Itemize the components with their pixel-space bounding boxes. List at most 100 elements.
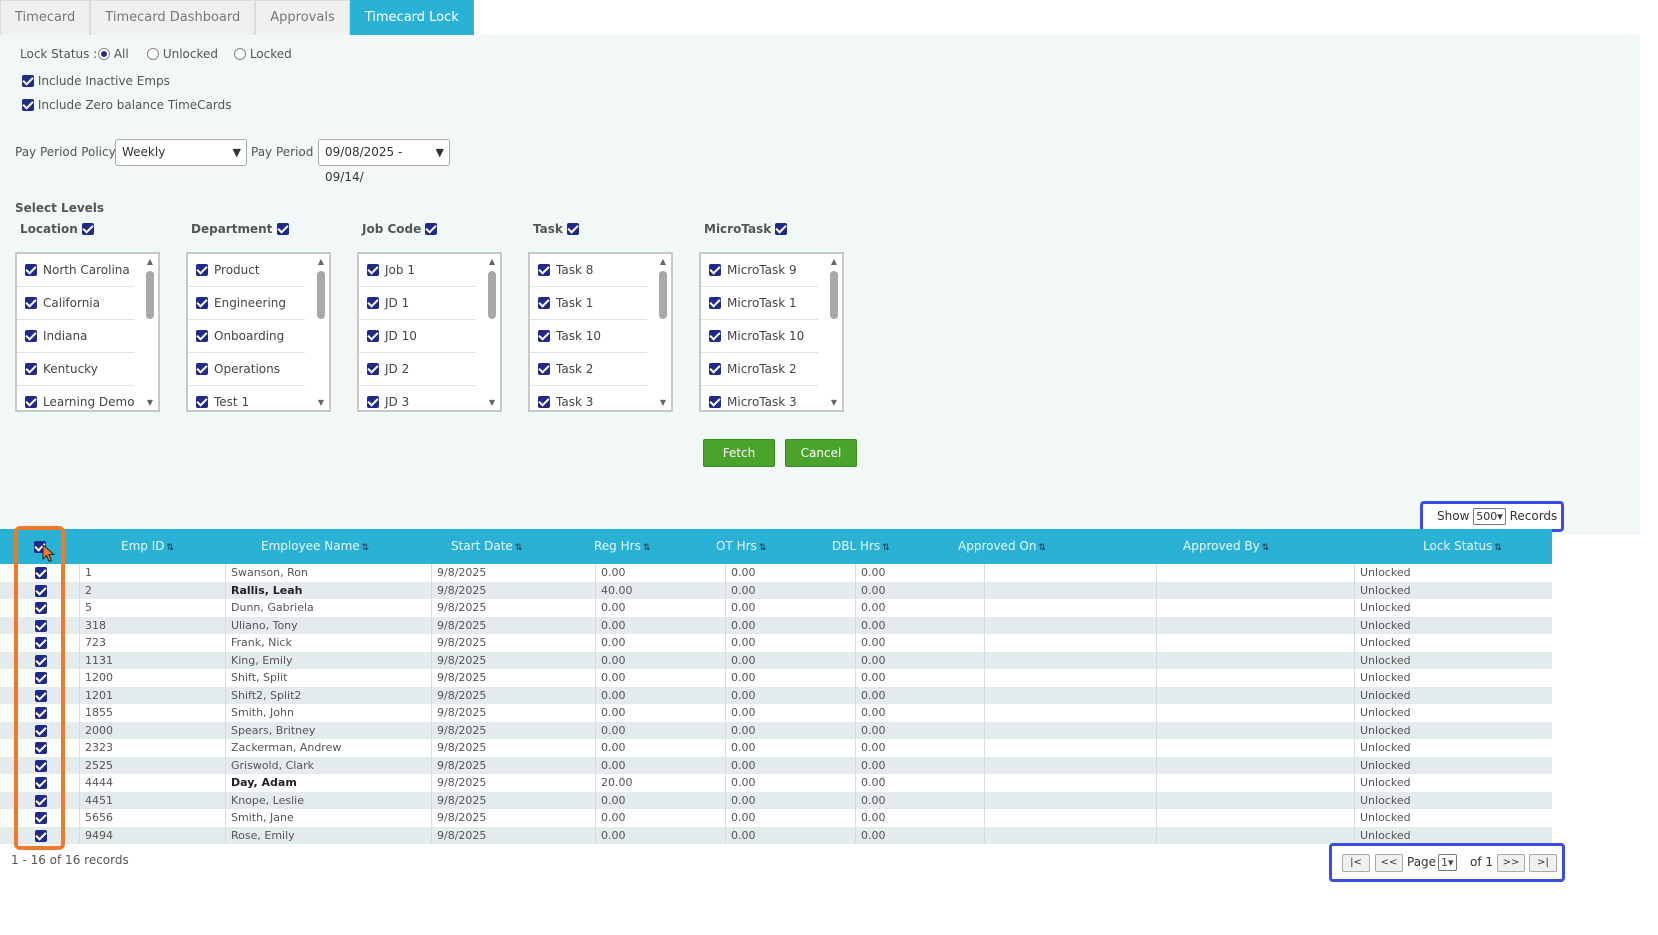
col-reg-hrs[interactable]: Reg Hrs ⇅ — [594, 529, 650, 564]
scroll-down-icon[interactable]: ▼ — [488, 398, 496, 407]
level-list-item[interactable]: Task 10 — [530, 320, 647, 353]
table-row[interactable]: 2000 Spears, Britney 9/8/2025 0.00 0.00 0.00 U… — [0, 721, 1552, 739]
level-list-item[interactable]: Onboarding — [188, 320, 305, 353]
row-checkbox-icon[interactable] — [35, 777, 47, 789]
level-list-item[interactable]: JD 10 — [359, 320, 476, 353]
sort-icon[interactable]: ⇅ — [514, 543, 523, 553]
col-dbl-hrs[interactable]: DBL Hrs ⇅ — [832, 529, 890, 564]
table-row[interactable]: 1201 Shift2, Split2 9/8/2025 0.00 0.00 0.00 Un… — [0, 686, 1552, 704]
checkbox-icon[interactable] — [22, 99, 34, 111]
include-zero-option[interactable]: Include Zero balance TimeCards — [22, 98, 232, 112]
row-checkbox-icon[interactable] — [35, 584, 47, 597]
scroll-thumb[interactable] — [659, 271, 667, 319]
level-list-item[interactable]: Job 1 — [359, 254, 476, 287]
checkbox-icon[interactable] — [538, 396, 550, 408]
checkbox-icon[interactable] — [367, 396, 379, 408]
scroll-up-icon[interactable]: ▲ — [317, 257, 325, 266]
sort-icon[interactable]: ⇅ — [1038, 543, 1046, 553]
level-title-microtask[interactable]: MicroTask — [704, 222, 788, 236]
table-row[interactable]: 5 Dunn, Gabriela 9/8/2025 0.00 0.00 0.00 Unloc… — [0, 599, 1552, 617]
checkbox-icon[interactable] — [22, 75, 34, 87]
row-checkbox-icon[interactable] — [35, 742, 47, 754]
checkbox-icon[interactable] — [196, 264, 208, 276]
level-list-location[interactable]: North Carolina California Indiana Kentucky L… — [15, 252, 160, 412]
scrollbar[interactable]: ▲ ▼ — [316, 257, 326, 407]
sort-icon[interactable]: ⇅ — [361, 543, 370, 553]
cancel-button[interactable]: Cancel — [785, 439, 857, 467]
level-list-item[interactable]: MicroTask 9 — [701, 254, 818, 287]
row-checkbox-icon[interactable] — [35, 654, 47, 667]
table-row[interactable]: 1 Swanson, Ron 9/8/2025 0.00 0.00 0.00 Unlocke… — [0, 564, 1552, 582]
level-list-item[interactable]: North Carolina — [17, 254, 134, 287]
records-per-page-select[interactable]: 500▾ — [1473, 508, 1506, 525]
level-list-item[interactable]: MicroTask 2 — [701, 353, 818, 386]
checkbox-icon[interactable] — [196, 330, 208, 342]
level-title-task[interactable]: Task — [533, 222, 580, 236]
checkbox-icon[interactable] — [567, 223, 580, 235]
row-checkbox-icon[interactable] — [35, 707, 47, 719]
scrollbar[interactable]: ▲ ▼ — [487, 257, 497, 407]
table-row[interactable]: 318 Uliano, Tony 9/8/2025 0.00 0.00 0.00 Unloc… — [0, 616, 1552, 634]
row-checkbox-icon[interactable] — [35, 619, 47, 632]
checkbox-icon[interactable] — [81, 223, 94, 235]
level-list-item[interactable]: MicroTask 3 — [701, 386, 818, 410]
col-start-date[interactable]: Start Date ⇅ — [451, 529, 522, 564]
checkbox-icon[interactable] — [538, 297, 550, 309]
checkbox-icon[interactable] — [367, 297, 379, 309]
checkbox-icon[interactable] — [538, 264, 550, 276]
level-list-item[interactable]: Indiana — [17, 320, 134, 353]
scroll-down-icon[interactable]: ▼ — [317, 398, 325, 407]
checkbox-icon[interactable] — [25, 297, 37, 309]
checkbox-icon[interactable] — [196, 363, 208, 375]
scroll-down-icon[interactable]: ▼ — [659, 398, 667, 407]
level-list-job-code[interactable]: Job 1 JD 1 JD 10 JD 2 JD 3 ▲ ▼ — [357, 252, 502, 412]
table-row[interactable]: 2525 Griswold, Clark 9/8/2025 0.00 0.00 0.00 U… — [0, 756, 1552, 774]
fetch-button[interactable]: Fetch — [703, 439, 775, 467]
first-page-button[interactable]: |< — [1342, 854, 1370, 872]
prev-page-button[interactable]: << — [1375, 854, 1403, 872]
col-ot-hrs[interactable]: OT Hrs ⇅ — [716, 529, 766, 564]
checkbox-icon[interactable] — [25, 264, 37, 276]
scroll-up-icon[interactable]: ▲ — [830, 257, 838, 266]
table-row[interactable]: 9494 Rose, Emily 9/8/2025 0.00 0.00 0.00 Unloc… — [0, 826, 1552, 844]
checkbox-icon[interactable] — [709, 330, 721, 342]
table-row[interactable]: 1200 Shift, Split 9/8/2025 0.00 0.00 0.00 Unlo… — [0, 669, 1552, 687]
level-list-item[interactable]: MicroTask 1 — [701, 287, 818, 320]
pay-period-policy-select[interactable]: Weekly ▼ — [115, 139, 247, 166]
scroll-up-icon[interactable]: ▲ — [488, 257, 496, 266]
checkbox-icon[interactable] — [25, 396, 37, 408]
page-select[interactable]: 1▾ — [1438, 854, 1457, 871]
scrollbar[interactable]: ▲ ▼ — [658, 257, 668, 407]
row-checkbox-icon[interactable] — [35, 602, 47, 614]
checkbox-icon[interactable] — [775, 223, 788, 235]
lock-status-locked-option[interactable]: Locked — [234, 47, 292, 61]
scroll-thumb[interactable] — [146, 271, 154, 319]
table-row[interactable]: 1131 King, Emily 9/8/2025 0.00 0.00 0.00 Unloc… — [0, 651, 1552, 669]
lock-status-all-option[interactable]: All — [98, 47, 129, 61]
row-checkbox-icon[interactable] — [35, 567, 47, 579]
table-row[interactable]: 4451 Knope, Leslie 9/8/2025 0.00 0.00 0.00 Unl… — [0, 791, 1552, 809]
level-list-item[interactable]: Kentucky — [17, 353, 134, 386]
checkbox-icon[interactable] — [196, 396, 208, 408]
level-list-item[interactable]: Task 1 — [530, 287, 647, 320]
col-approved-on[interactable]: Approved On ⇅ — [958, 529, 1046, 564]
table-row[interactable]: 2323 Zackerman, Andrew 9/8/2025 0.00 0.00 0.0… — [0, 739, 1552, 757]
table-row[interactable]: 1855 Smith, John 9/8/2025 0.00 0.00 0.00 Unloc… — [0, 704, 1552, 722]
include-inactive-option[interactable]: Include Inactive Emps — [22, 74, 170, 88]
tab-timecard[interactable]: Timecard — [0, 0, 91, 35]
sort-icon[interactable]: ⇅ — [758, 543, 767, 553]
checkbox-icon[interactable] — [25, 330, 37, 342]
checkbox-icon[interactable] — [709, 264, 721, 276]
row-checkbox-icon[interactable] — [35, 689, 47, 702]
tab-timecard-lock[interactable]: Timecard Lock — [349, 0, 474, 42]
last-page-button[interactable]: >| — [1529, 854, 1557, 872]
scrollbar[interactable]: ▲ ▼ — [145, 257, 155, 407]
checkbox-icon[interactable] — [196, 297, 208, 309]
row-checkbox-icon[interactable] — [35, 794, 47, 807]
row-checkbox-icon[interactable] — [35, 672, 47, 684]
level-list-item[interactable]: MicroTask 10 — [701, 320, 818, 353]
table-row[interactable]: 2 Rallis, Leah 9/8/2025 40.00 0.00 0.00 Unlock… — [0, 581, 1552, 599]
scroll-up-icon[interactable]: ▲ — [146, 257, 154, 266]
sort-icon[interactable]: ⇅ — [1261, 543, 1270, 553]
level-list-item[interactable]: Product — [188, 254, 305, 287]
